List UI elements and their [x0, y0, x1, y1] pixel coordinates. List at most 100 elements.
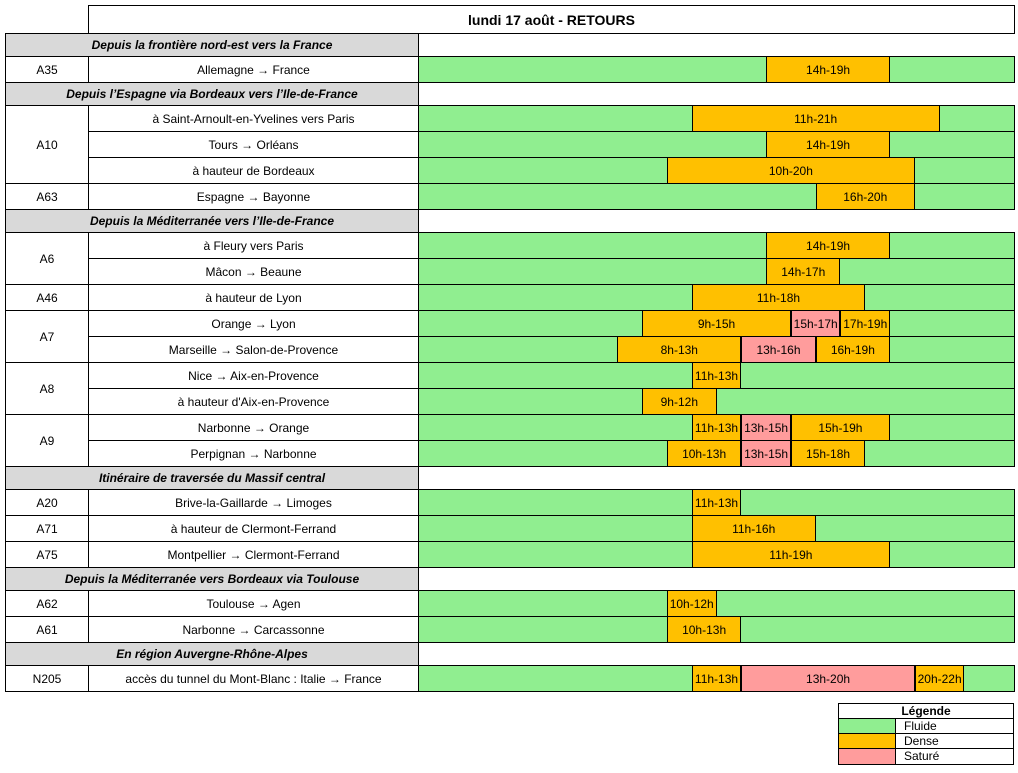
traffic-segment-dense: 9h-15h [642, 311, 791, 336]
traffic-segment-dense: 11h-13h [691, 363, 742, 388]
segment-time-label: 14h-17h [781, 264, 826, 279]
route-description: Allemagne → France [88, 56, 419, 83]
traffic-timeline-cell: 10h-13h 13h-15h 15h-18h [417, 440, 1016, 467]
route-row: A8 Nice → Aix-en-Provence 11h-13h [5, 362, 1016, 415]
traffic-timeline-cell: 11h-21h [417, 105, 1016, 132]
road-code: A35 [5, 56, 89, 83]
segment-time-label: 10h-13h [682, 622, 727, 637]
section-empty-cell [418, 82, 1015, 106]
segment-time-label: 13h-15h [744, 420, 789, 435]
traffic-timeline-cell: 11h-13h [417, 362, 1016, 389]
section-row: Depuis la frontière nord-est vers la Fra… [5, 33, 1015, 57]
route-description: Orange → Lyon [88, 310, 419, 337]
traffic-bar-fluide: 11h-19h [419, 542, 1015, 567]
route-description: à hauteur de Clermont-Ferrand [88, 515, 419, 542]
segment-time-label: 10h-20h [768, 163, 813, 178]
route-description: Brive-la-Gaillarde → Limoges [88, 489, 419, 516]
traffic-timeline-cell: 11h-19h [417, 541, 1016, 568]
segment-time-label: 14h-19h [806, 137, 851, 152]
traffic-timeline-cell: 14h-17h [417, 258, 1016, 285]
segment-time-label: 13h-16h [756, 342, 801, 357]
route-row: Tours → Orléans 14h-19h [6, 131, 1016, 158]
traffic-bar-fluide: 10h-13h 13h-15h 15h-18h [419, 441, 1015, 466]
section-row: Depuis l’Espagne via Bordeaux vers l’Ile… [5, 82, 1015, 106]
traffic-bar-fluide: 8h-13h 13h-16h 16h-19h [419, 337, 1015, 362]
legend-label-dense: Dense [904, 734, 939, 748]
segment-time-label: 11h-19h [769, 547, 813, 562]
section-row: Depuis la Méditerranée vers l’Ile-de-Fra… [5, 209, 1015, 233]
road-code: A71 [5, 515, 89, 542]
route-row: A6 à Fleury vers Paris 14h-19h [5, 232, 1016, 285]
traffic-segment-dense: 11h-16h [691, 516, 816, 541]
traffic-table-body: lundi 17 août - RETOURS Depuis la fronti… [5, 5, 1016, 692]
section-header: Depuis l’Espagne via Bordeaux vers l’Ile… [5, 82, 419, 106]
segment-time-label: 16h-20h [843, 189, 888, 204]
traffic-bar-fluide: 10h-12h [419, 591, 1015, 616]
traffic-bar-fluide: 11h-13h 13h-20h 20h-22h [419, 666, 1015, 691]
traffic-table: lundi 17 août - RETOURS Depuis la fronti… [5, 5, 1016, 692]
title-row: lundi 17 août - RETOURS [5, 5, 1016, 34]
traffic-segment-dense: 10h-12h [666, 591, 717, 616]
legend-item-fluide: Fluide [839, 719, 1013, 734]
corner-spacer [5, 5, 89, 34]
traffic-segment-sature: 15h-17h [790, 311, 841, 336]
route-row: A46 à hauteur de Lyon 11h-18h [5, 284, 1016, 311]
traffic-timeline-cell: 11h-13h [417, 489, 1016, 516]
section-row: Depuis la Méditerranée vers Bordeaux via… [5, 567, 1015, 591]
section-row: En région Auvergne-Rhône-Alpes [5, 642, 1015, 666]
traffic-bar-fluide: 11h-16h [419, 516, 1015, 541]
traffic-bar-fluide: 14h-19h [419, 57, 1015, 82]
traffic-segment-sature: 13h-20h [741, 666, 915, 691]
route-row: A20 Brive-la-Gaillarde → Limoges 11h-13h [5, 489, 1016, 516]
traffic-segment-dense: 11h-19h [691, 542, 891, 567]
route-row: A7 Orange → Lyon 9h-15h 15h-17h 17h-19h [5, 310, 1016, 363]
route-description: Narbonne → Carcassonne [88, 616, 419, 643]
segment-time-label: 11h-13h [694, 368, 739, 383]
section-empty-cell [418, 209, 1015, 233]
segment-time-label: 8h-13h [660, 342, 698, 357]
legend-swatch-fluide-icon [839, 719, 896, 733]
traffic-segment-dense: 11h-13h [691, 666, 742, 691]
traffic-bar-fluide: 14h-19h [419, 132, 1015, 157]
road-code: A8 [5, 362, 89, 415]
route-description: à Fleury vers Paris [88, 232, 419, 259]
road-code: A46 [5, 284, 89, 311]
section-header: Depuis la Méditerranée vers Bordeaux via… [5, 567, 419, 591]
section-empty-cell [418, 33, 1015, 57]
segment-time-label: 13h-20h [806, 671, 851, 686]
section-header: Depuis la frontière nord-est vers la Fra… [5, 33, 419, 57]
traffic-bar-fluide: 9h-12h [419, 389, 1015, 414]
traffic-timeline-cell: 10h-12h [417, 590, 1016, 617]
section-empty-cell [418, 567, 1015, 591]
route-row: à hauteur de Bordeaux 10h-20h [6, 157, 1016, 184]
traffic-segment-dense: 14h-19h [766, 233, 891, 258]
legend-item-sature: Saturé [839, 749, 1013, 764]
route-row: N205 accès du tunnel du Mont-Blanc : Ital… [5, 665, 1016, 692]
segment-time-label: 9h-12h [660, 394, 698, 409]
traffic-segment-dense: 9h-12h [642, 389, 717, 414]
traffic-segment-dense: 11h-13h [691, 490, 742, 515]
route-description: à hauteur de Bordeaux [88, 157, 419, 184]
traffic-timeline-cell: 11h-16h [417, 515, 1016, 542]
traffic-timeline-cell: 10h-13h [417, 616, 1016, 643]
traffic-segment-sature: 13h-16h [741, 337, 816, 362]
road-code: A61 [5, 616, 89, 643]
route-description: Espagne → Bayonne [88, 183, 419, 210]
traffic-bar-fluide: 11h-13h [419, 363, 1015, 388]
segment-time-label: 15h-18h [806, 446, 851, 461]
traffic-segment-dense: 14h-19h [766, 57, 891, 82]
road-code: A7 [5, 310, 89, 363]
legend-label-fluide: Fluide [904, 719, 937, 733]
section-header: Itinéraire de traversée du Massif centra… [5, 466, 419, 490]
traffic-timeline-cell: 14h-19h [417, 131, 1016, 158]
legend-title: Légende [839, 704, 1013, 719]
traffic-timeline-cell: 9h-12h [417, 388, 1016, 415]
route-description: Tours → Orléans [88, 131, 419, 158]
traffic-segment-sature: 13h-15h [741, 441, 791, 466]
route-description: Toulouse → Agen [88, 590, 419, 617]
route-row: A35 Allemagne → France 14h-19h [5, 56, 1016, 83]
traffic-segment-dense: 10h-13h [666, 617, 742, 642]
traffic-bar-fluide: 11h-13h [419, 490, 1015, 515]
road-code: A62 [5, 590, 89, 617]
